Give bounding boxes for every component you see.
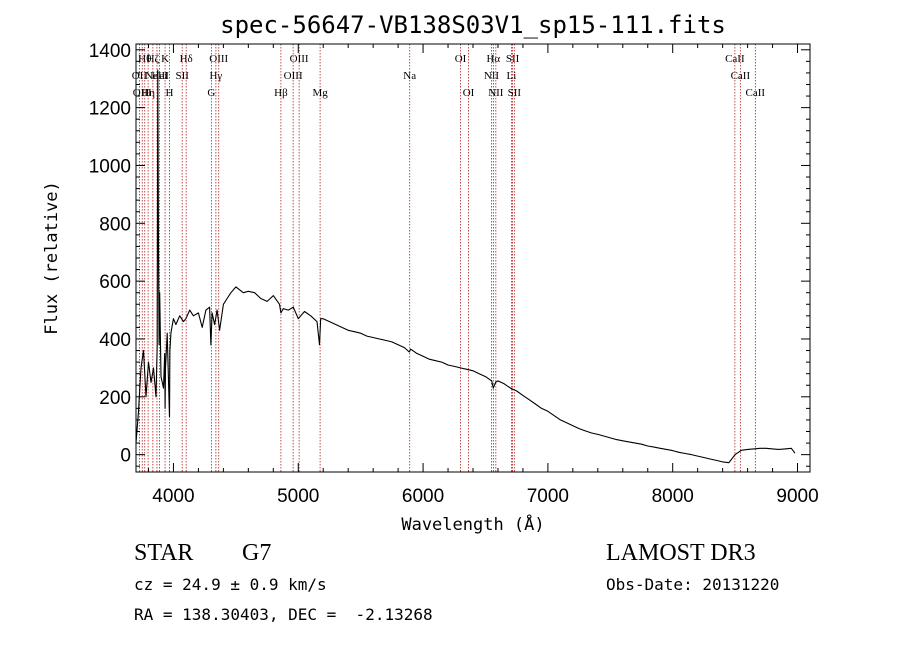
spectral-line-label: OIII [209,53,228,65]
spectral-line-label: HeI [151,70,168,82]
flux-series-group [135,69,796,464]
x-tick-label: 7000 [527,486,569,507]
flux-series-line [135,69,796,464]
y-axis-label: Flux (relative) [42,181,62,335]
y-tick-label: 0 [120,446,131,467]
spectral-line-label: CaII [725,53,745,65]
sky-coordinates: RA = 138.30403, DEC = -2.13268 [134,605,433,624]
x-axis-label: Wavelength (Å) [401,513,544,535]
spectral-line-label: Hβ [274,87,288,99]
spectral-line-label: Li [507,70,517,82]
spectral-line-label: OI [463,87,475,99]
y-tick-label: 800 [99,214,131,235]
spectral-line-label: NeIII [145,70,169,82]
x-tick-label: 4000 [152,486,194,507]
y-tick-label: 1400 [89,41,131,62]
y-tick-label: 200 [99,388,131,409]
spectral-line-label: Na [403,70,416,82]
axis-ticks: 4000 5000 6000 7000 8000 9000 0 200 400 600 800 100… [89,41,819,507]
spectral-line-label: NII [484,70,500,82]
y-tick-label: 1000 [89,156,131,177]
y-tick-label: 600 [99,272,131,293]
chart-title: spec-56647-VB138S03V1_sp15-111.fits [220,11,726,39]
y-tick-label: 1200 [89,99,131,120]
spectral-line-label: SII [508,87,522,99]
spectral-line-label: OIII [284,70,303,82]
spectral-line-label: SII [506,53,520,65]
spectral-line-label: OI [455,53,467,65]
redshift-velocity: cz = 24.9 ± 0.9 km/s [134,575,327,594]
object-subclass: G7 [242,540,272,566]
observation-date: Obs-Date: 20131220 [606,575,780,594]
object-class: STAR [134,540,194,566]
spectral-line-markers: OIIOIIIHθHηHζNeIIIHeIKHSIIHδGHγOIIIHβOII… [132,44,766,472]
spectral-line-label: OIII [290,53,309,65]
spectral-line-label: G [207,87,215,99]
y-tick-label: 400 [99,330,131,351]
spectral-line-label: Mg [312,87,328,99]
spectral-line-label: K [161,53,169,65]
survey-name: LAMOST DR3 [606,540,756,566]
x-tick-label: 8000 [652,486,694,507]
x-tick-label: 5000 [277,486,319,507]
spectral-line-label: SII [175,70,189,82]
spectral-line-label: Hη [141,87,155,99]
spectral-line-label: Hδ [180,53,193,65]
x-tick-label: 6000 [402,486,444,507]
spectral-line-label: CaII [746,87,766,99]
spectral-line-label: Hζ [147,53,160,65]
spectral-line-label: Hγ [209,70,222,82]
spectral-line-label: NII [488,87,504,99]
spectral-line-label: Hα [486,53,500,65]
spectral-line-label: H [165,87,173,99]
x-tick-label: 9000 [776,486,818,507]
plot-frame [135,43,811,473]
spectral-line-label: CaII [731,70,751,82]
